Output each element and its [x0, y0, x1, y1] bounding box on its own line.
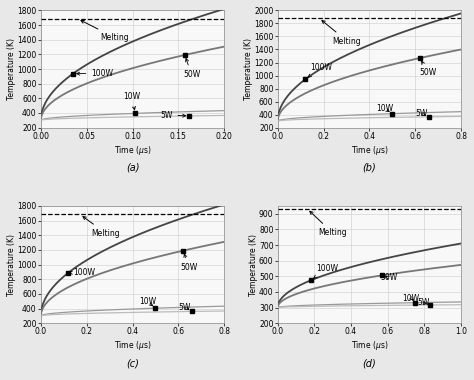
Text: 100W: 100W: [69, 268, 95, 277]
Text: 50W: 50W: [420, 61, 437, 78]
Text: 10W: 10W: [402, 294, 419, 302]
Y-axis label: Temperature (K): Temperature (K): [7, 38, 16, 100]
Text: 5W: 5W: [417, 298, 429, 307]
X-axis label: Time ($\mu$s): Time ($\mu$s): [351, 339, 388, 352]
Text: Melting: Melting: [83, 217, 120, 238]
Y-axis label: Temperature (K): Temperature (K): [248, 234, 257, 296]
Text: Melting: Melting: [310, 211, 346, 237]
Text: 50W: 50W: [181, 254, 198, 272]
Text: 5W: 5W: [415, 109, 428, 118]
Text: 100W: 100W: [308, 63, 332, 77]
Text: (d): (d): [363, 358, 376, 368]
X-axis label: Time ($\mu$s): Time ($\mu$s): [114, 339, 151, 352]
Text: 50W: 50W: [183, 59, 200, 79]
Text: 50W: 50W: [380, 273, 398, 282]
Text: 100W: 100W: [314, 264, 338, 278]
Text: Melting: Melting: [81, 21, 129, 42]
Text: 100W: 100W: [77, 69, 113, 78]
Text: 5W: 5W: [160, 111, 186, 120]
Text: 5W: 5W: [178, 303, 191, 312]
Text: Melting: Melting: [322, 21, 361, 46]
Text: (b): (b): [363, 163, 376, 173]
X-axis label: Time ($\mu$s): Time ($\mu$s): [114, 144, 151, 157]
Text: 10W: 10W: [376, 104, 393, 113]
Text: (c): (c): [126, 358, 139, 368]
Text: 10W: 10W: [139, 298, 156, 306]
Text: (a): (a): [126, 163, 139, 173]
Text: 10W: 10W: [123, 92, 140, 110]
Y-axis label: Temperature (K): Temperature (K): [244, 38, 253, 100]
Y-axis label: Temperature (K): Temperature (K): [7, 234, 16, 296]
X-axis label: Time ($\mu$s): Time ($\mu$s): [351, 144, 388, 157]
